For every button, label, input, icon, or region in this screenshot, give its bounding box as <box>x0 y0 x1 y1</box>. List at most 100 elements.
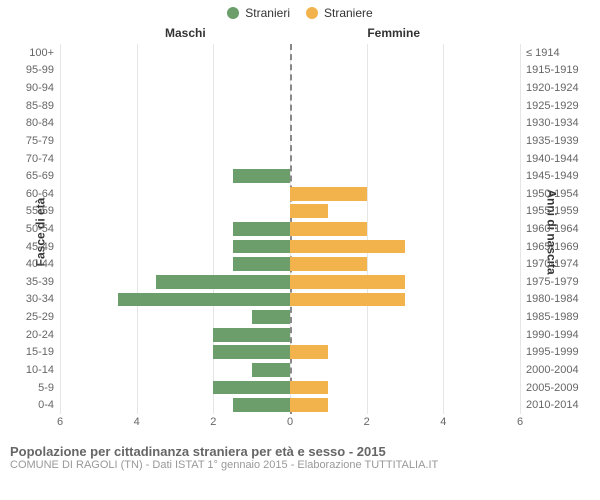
bar-male <box>213 381 290 395</box>
chart-container: Stranieri Straniere Maschi Femmine Fasce… <box>0 0 600 471</box>
chart-row: 50-541960-1964 <box>60 220 520 238</box>
bar-male <box>213 345 290 359</box>
bar-female <box>290 187 367 201</box>
age-label: 15-19 <box>26 346 60 358</box>
age-label: 90-94 <box>26 82 60 94</box>
bar-male <box>233 240 291 254</box>
chart-row: 45-491965-1969 <box>60 238 520 256</box>
x-tick-label: 2 <box>364 416 370 428</box>
age-label: 75-79 <box>26 135 60 147</box>
footer-title: Popolazione per cittadinanza straniera p… <box>10 444 590 459</box>
birth-label: 1965-1969 <box>520 241 579 253</box>
bar-female <box>290 204 328 218</box>
x-tick-label: 4 <box>440 416 446 428</box>
birth-label: ≤ 1914 <box>520 47 560 59</box>
x-tick-label: 6 <box>517 416 523 428</box>
birth-label: 1915-1919 <box>520 64 579 76</box>
birth-label: 2000-2004 <box>520 364 579 376</box>
birth-label: 1945-1949 <box>520 170 579 182</box>
plot-area: Maschi Femmine Fasce di età Anni di nasc… <box>0 22 600 442</box>
age-label: 5-9 <box>38 382 60 394</box>
legend-item-male: Stranieri <box>227 6 290 20</box>
legend-swatch-male <box>227 7 239 19</box>
bar-female <box>290 345 328 359</box>
footer-subtitle: COMUNE DI RAGOLI (TN) - Dati ISTAT 1° ge… <box>10 459 590 471</box>
column-title-left: Maschi <box>165 26 206 40</box>
bar-male <box>156 275 290 289</box>
chart-row: 10-142000-2004 <box>60 361 520 379</box>
x-tick-label: 4 <box>134 416 140 428</box>
legend-item-female: Straniere <box>306 6 373 20</box>
birth-label: 1990-1994 <box>520 329 579 341</box>
chart-row: 0-42010-2014 <box>60 396 520 414</box>
birth-label: 1950-1954 <box>520 188 579 200</box>
chart-row: 80-841930-1934 <box>60 114 520 132</box>
age-label: 60-64 <box>26 188 60 200</box>
chart-row: 40-441970-1974 <box>60 255 520 273</box>
birth-label: 2005-2009 <box>520 382 579 394</box>
bar-female <box>290 293 405 307</box>
legend-label-female: Straniere <box>324 6 373 20</box>
age-label: 35-39 <box>26 276 60 288</box>
bar-male <box>233 398 291 412</box>
chart-row: 60-641950-1954 <box>60 185 520 203</box>
age-label: 50-54 <box>26 223 60 235</box>
x-tick-label: 2 <box>210 416 216 428</box>
bar-female <box>290 275 405 289</box>
chart-row: 75-791935-1939 <box>60 132 520 150</box>
chart-row: 85-891925-1929 <box>60 97 520 115</box>
bar-male <box>213 328 290 342</box>
legend-swatch-female <box>306 7 318 19</box>
age-label: 65-69 <box>26 170 60 182</box>
chart-row: 35-391975-1979 <box>60 273 520 291</box>
birth-label: 1995-1999 <box>520 346 579 358</box>
age-label: 45-49 <box>26 241 60 253</box>
chart-footer: Popolazione per cittadinanza straniera p… <box>0 442 600 471</box>
age-label: 0-4 <box>38 399 60 411</box>
birth-label: 1940-1944 <box>520 153 579 165</box>
bar-female <box>290 240 405 254</box>
age-label: 70-74 <box>26 153 60 165</box>
birth-label: 1955-1959 <box>520 205 579 217</box>
age-label: 55-59 <box>26 205 60 217</box>
age-label: 40-44 <box>26 258 60 270</box>
birth-label: 1980-1984 <box>520 293 579 305</box>
bar-male <box>233 257 291 271</box>
bar-female <box>290 381 328 395</box>
chart-row: 55-591955-1959 <box>60 203 520 221</box>
age-label: 100+ <box>29 47 60 59</box>
birth-label: 1970-1974 <box>520 258 579 270</box>
birth-label: 1920-1924 <box>520 82 579 94</box>
column-title-right: Femmine <box>367 26 420 40</box>
chart-row: 100+≤ 1914 <box>60 44 520 62</box>
age-label: 30-34 <box>26 293 60 305</box>
age-label: 25-29 <box>26 311 60 323</box>
chart-grid: 100+≤ 191495-991915-191990-941920-192485… <box>60 44 520 414</box>
x-tick-label: 0 <box>287 416 293 428</box>
chart-row: 65-691945-1949 <box>60 167 520 185</box>
age-label: 95-99 <box>26 64 60 76</box>
legend: Stranieri Straniere <box>0 0 600 22</box>
chart-row: 70-741940-1944 <box>60 150 520 168</box>
birth-label: 1930-1934 <box>520 117 579 129</box>
chart-row: 20-241990-1994 <box>60 326 520 344</box>
birth-label: 1925-1929 <box>520 100 579 112</box>
chart-row: 5-92005-2009 <box>60 379 520 397</box>
x-tick-label: 6 <box>57 416 63 428</box>
x-axis-ticks: 6 4 2 0 2 4 6 <box>60 416 520 432</box>
chart-row: 90-941920-1924 <box>60 79 520 97</box>
chart-row: 25-291985-1989 <box>60 308 520 326</box>
age-label: 85-89 <box>26 100 60 112</box>
legend-label-male: Stranieri <box>245 6 290 20</box>
age-label: 80-84 <box>26 117 60 129</box>
bar-female <box>290 257 367 271</box>
chart-row: 30-341980-1984 <box>60 291 520 309</box>
bar-male <box>233 169 291 183</box>
birth-label: 1960-1964 <box>520 223 579 235</box>
birth-label: 2010-2014 <box>520 399 579 411</box>
chart-row: 95-991915-1919 <box>60 62 520 80</box>
bar-male <box>252 310 290 324</box>
bar-female <box>290 398 328 412</box>
birth-label: 1985-1989 <box>520 311 579 323</box>
bar-male <box>252 363 290 377</box>
